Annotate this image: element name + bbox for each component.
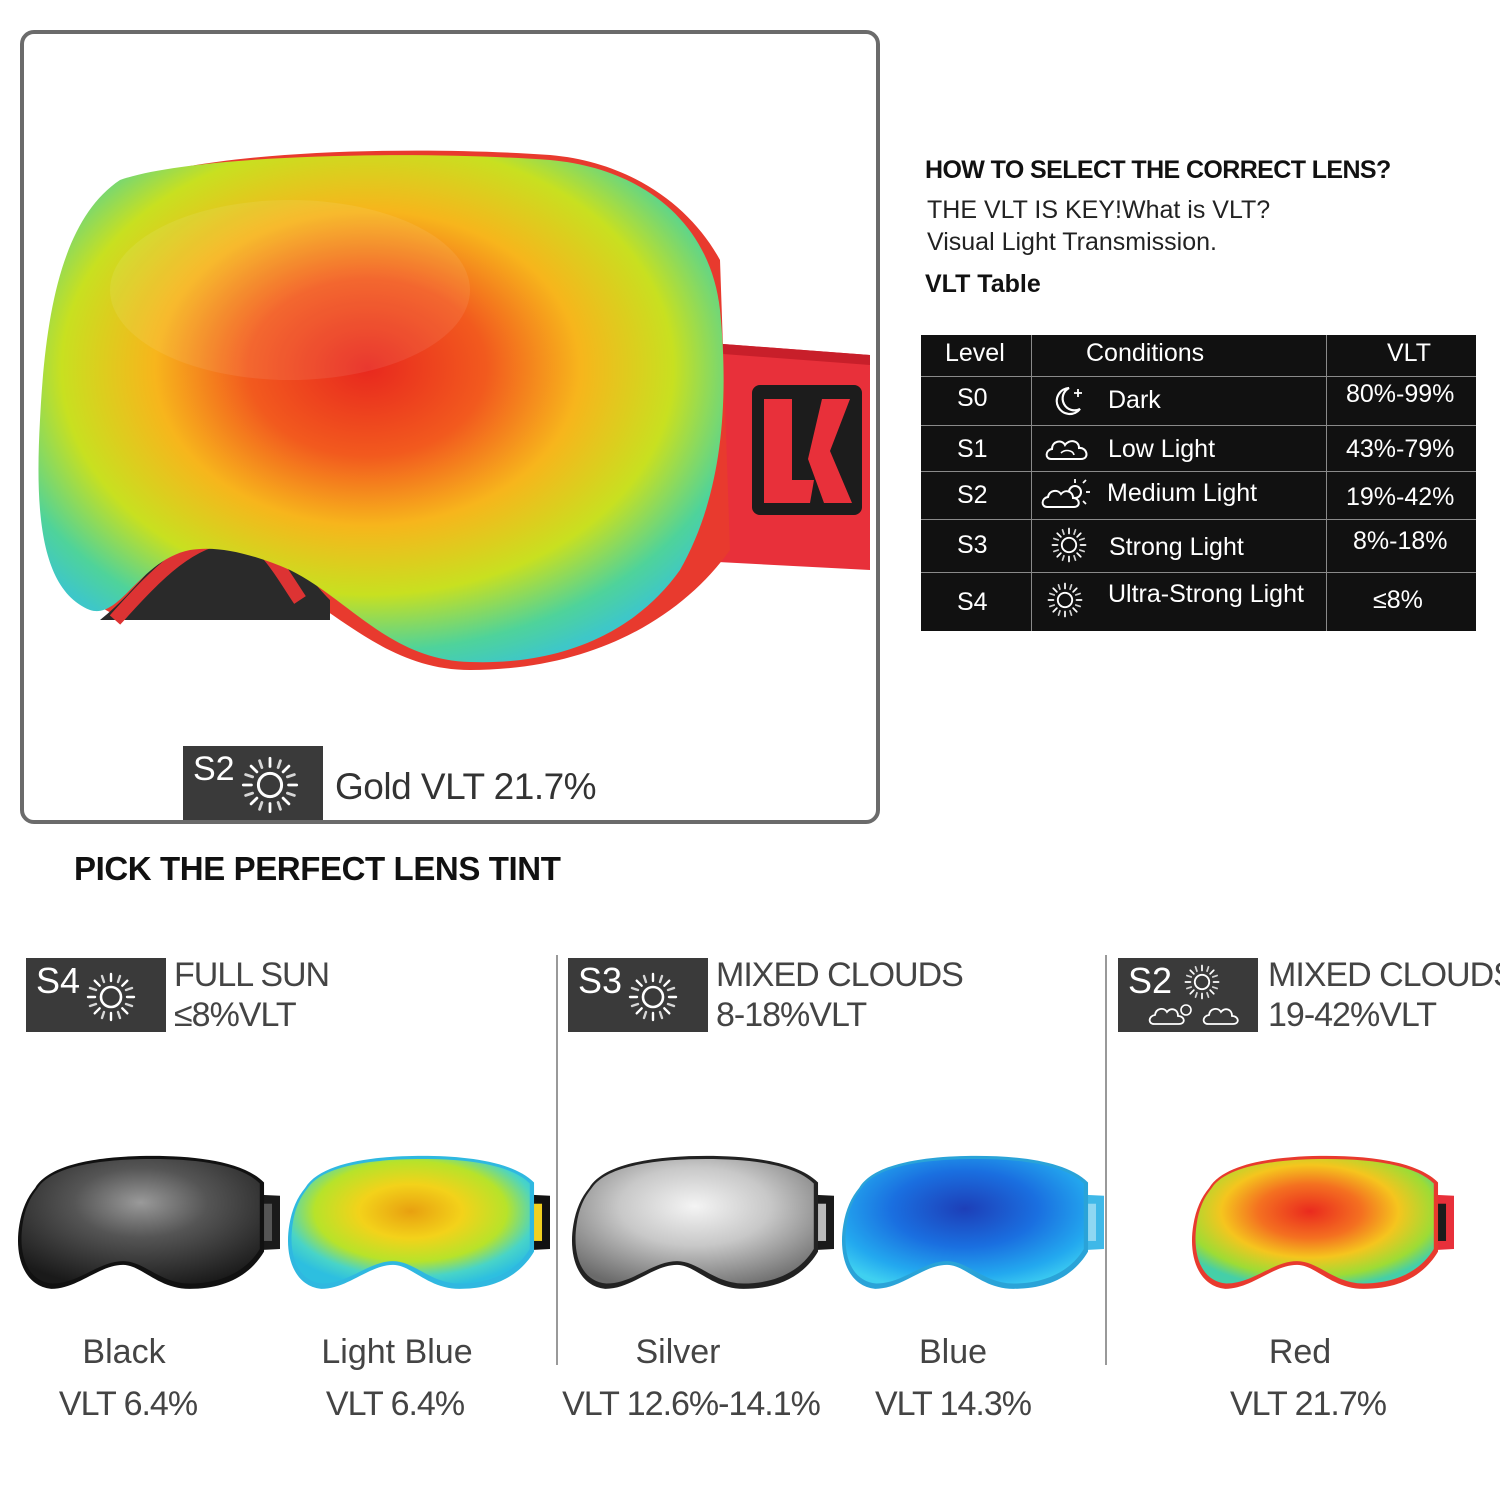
row-condition: Medium Light <box>1107 479 1258 507</box>
sun-icon <box>241 756 299 814</box>
header-level: Level <box>945 339 1005 367</box>
guide-line-1: THE VLT IS KEY!What is VLT? <box>927 196 1271 224</box>
hero-caption: Gold VLT 21.7% <box>335 766 597 807</box>
divider <box>1105 955 1107 1365</box>
row-condition: Low Light <box>1108 435 1216 463</box>
group-level: S2 <box>1128 960 1173 1001</box>
group-title: MIXED CLOUDS <box>716 956 964 994</box>
row-level: S1 <box>957 435 988 463</box>
guide-line-2: Visual Light Transmission. <box>927 228 1217 256</box>
guide-title: HOW TO SELECT THE CORRECT LENS? <box>925 156 1391 184</box>
group-level: S4 <box>36 960 81 1001</box>
product-name: Light Blue <box>321 1333 473 1371</box>
product-vlt: VLT 6.4% <box>58 1385 198 1423</box>
product-name: Blue <box>918 1333 988 1371</box>
strap-logo <box>752 385 862 515</box>
header-conditions: Conditions <box>1086 339 1205 367</box>
group-sub: 19-42%VLT <box>1268 996 1437 1034</box>
vlt-table-row: S0 Dark 80%-99% <box>921 376 1476 426</box>
goggle-black-image <box>17 1155 280 1289</box>
moon-icon <box>1055 386 1082 416</box>
group-sub: 8-18%VLT <box>716 996 867 1034</box>
goggle-red-image <box>1191 1155 1454 1289</box>
product-vlt: VLT 14.3% <box>874 1385 1032 1423</box>
row-condition: Strong Light <box>1109 533 1244 561</box>
header-vlt: VLT <box>1387 339 1431 367</box>
row-condition: Dark <box>1108 386 1161 414</box>
divider <box>556 955 558 1365</box>
row-vlt: 43%-79% <box>1346 435 1455 463</box>
row-vlt: 19%-42% <box>1346 483 1455 511</box>
cloud-sun-icon <box>1041 479 1090 508</box>
goggle-blue-image <box>841 1155 1104 1289</box>
hero-level-badge: S2 <box>183 746 323 820</box>
vlt-table-row: S1 Low Light 43%-79% <box>921 425 1476 472</box>
pick-title: PICK THE PERFECT LENS TINT <box>74 850 561 887</box>
group-badge-s3: S3 <box>568 958 708 1032</box>
product-name: Red <box>1268 1333 1332 1371</box>
row-level: S4 <box>957 588 988 616</box>
vlt-table-row: S3 Strong Light 8%-18% <box>921 519 1476 573</box>
group-title: MIXED CLOUDS <box>1268 956 1500 994</box>
group-sub: ≤8%VLT <box>174 996 297 1034</box>
product-name: Silver <box>635 1333 721 1371</box>
vlt-table-row: S4 Ultra-Strong Light ≤8% <box>921 572 1476 631</box>
sun-icon <box>1184 964 1220 1000</box>
row-condition: Ultra-Strong Light <box>1108 580 1304 608</box>
row-level: S3 <box>957 531 988 559</box>
hero-badge-level: S2 <box>193 750 235 788</box>
vlt-table: Level Conditions VLT S0 Dark 80%-99% S1 … <box>921 335 1476 631</box>
cloud-sun-icon <box>1148 1004 1239 1025</box>
row-vlt: 80%-99% <box>1346 380 1455 408</box>
product-name: Black <box>82 1333 166 1371</box>
product-vlt: VLT 12.6%-14.1% <box>562 1385 821 1423</box>
sun-icon <box>86 972 136 1022</box>
product-vlt: VLT 21.7% <box>1229 1385 1387 1423</box>
vlt-table-title: VLT Table <box>925 270 1041 298</box>
sun-icon <box>1047 582 1083 618</box>
vlt-table-row: S2 Medium Light 19%-42% <box>921 471 1476 520</box>
row-vlt: 8%-18% <box>1353 527 1448 555</box>
sun-icon <box>628 972 678 1022</box>
lens <box>38 155 724 663</box>
cloud-icon <box>1045 440 1088 460</box>
product-vlt: VLT 6.4% <box>325 1385 465 1423</box>
hero-goggle-image <box>38 150 870 670</box>
vlt-table-header: Level Conditions VLT <box>921 335 1476 377</box>
row-level: S2 <box>957 481 988 509</box>
row-vlt: ≤8% <box>1373 586 1423 614</box>
group-title: FULL SUN <box>174 956 330 994</box>
row-level: S0 <box>957 384 988 412</box>
sun-icon <box>1051 527 1087 563</box>
goggle-light-blue-image <box>287 1155 550 1289</box>
goggle-silver-image <box>571 1155 834 1289</box>
group-level: S3 <box>578 960 623 1001</box>
group-badge-s2: S2 <box>1118 958 1258 1032</box>
group-badge-s4: S4 <box>26 958 166 1032</box>
